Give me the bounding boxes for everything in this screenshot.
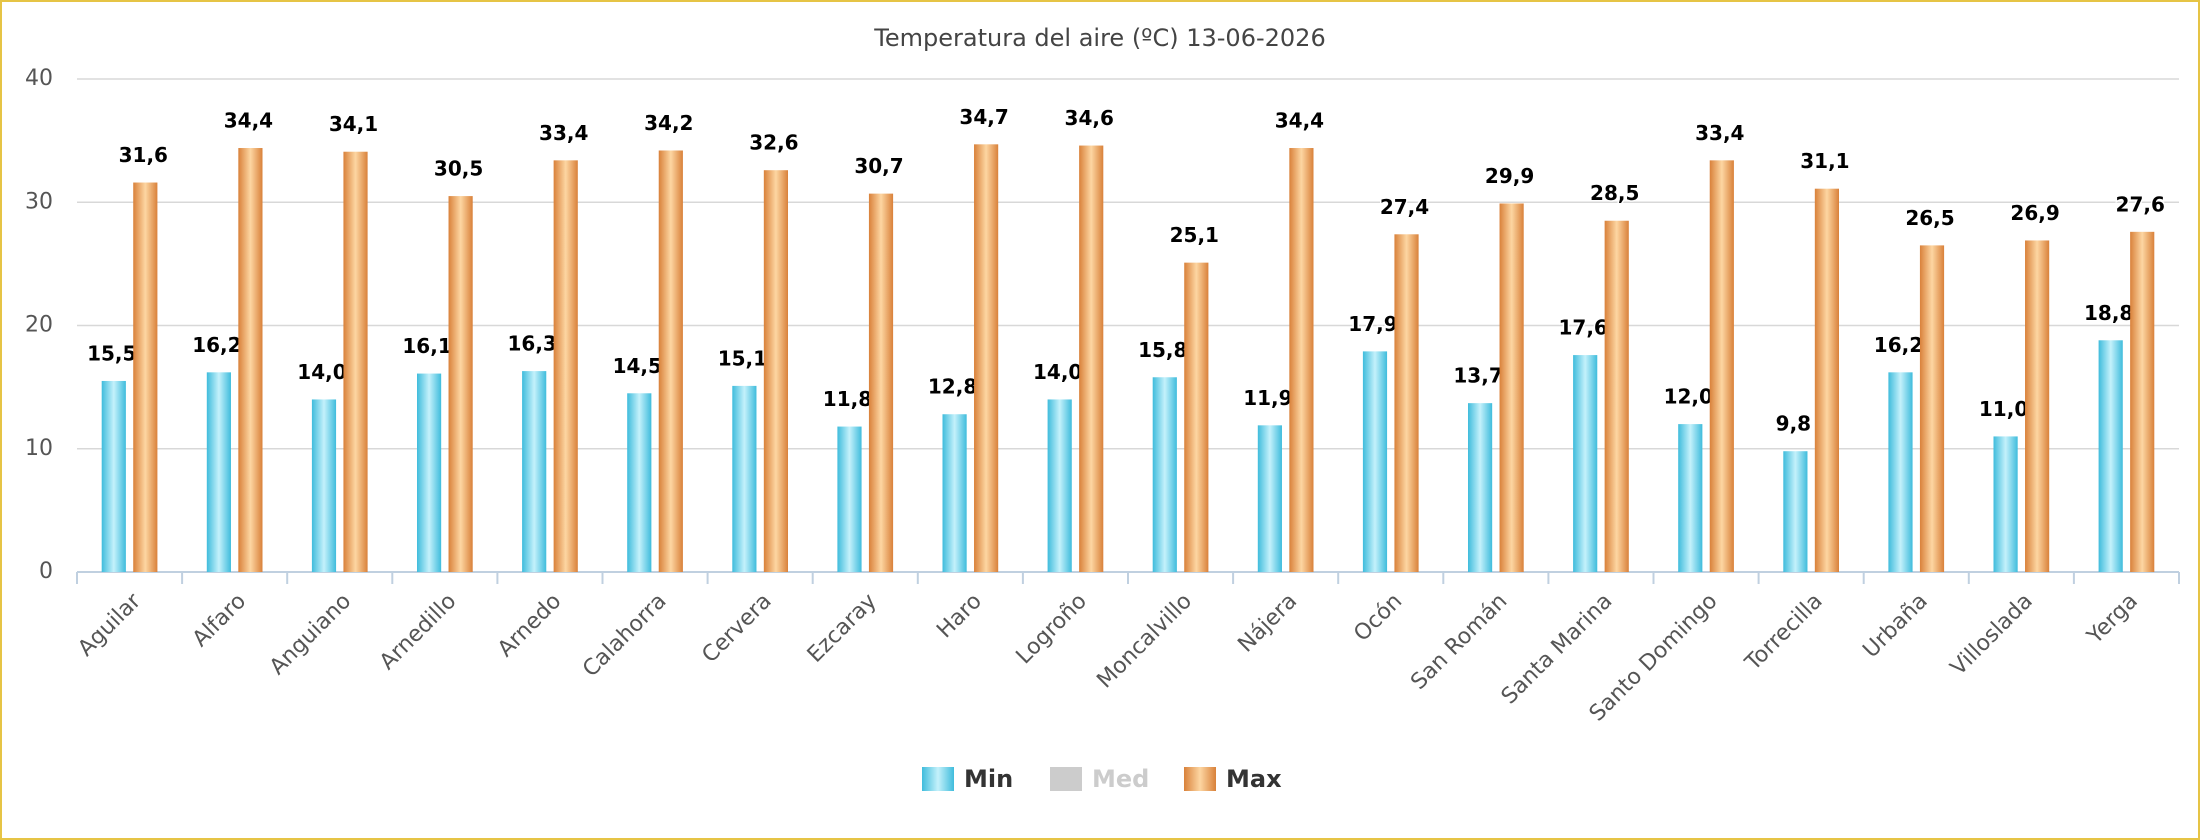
bar xyxy=(553,160,578,572)
bar xyxy=(416,373,442,572)
data-label: 15,1 xyxy=(718,346,767,370)
data-label: 26,9 xyxy=(2010,201,2059,225)
data-label: 31,6 xyxy=(119,143,168,167)
bar xyxy=(1184,262,1209,572)
data-label: 18,8 xyxy=(2084,301,2133,325)
data-label: 9,8 xyxy=(1776,412,1811,436)
data-label: 27,6 xyxy=(2116,192,2165,216)
legend: Min Med Max xyxy=(922,765,1282,793)
bar xyxy=(2130,231,2155,572)
bar xyxy=(1499,203,1524,573)
legend-swatch xyxy=(1050,767,1082,791)
bar xyxy=(1888,372,1913,572)
y-tick-label: 20 xyxy=(25,313,53,338)
data-label: 34,6 xyxy=(1065,106,1114,130)
y-tick-label: 30 xyxy=(25,189,53,214)
data-label: 34,1 xyxy=(329,112,378,136)
bar xyxy=(522,371,547,572)
data-label: 11,0 xyxy=(1979,397,2028,421)
data-label: 14,0 xyxy=(297,360,346,384)
legend-swatch xyxy=(922,767,954,791)
bar xyxy=(732,385,757,572)
bar xyxy=(206,372,231,572)
data-label: 26,5 xyxy=(1905,206,1954,230)
legend-label: Min xyxy=(964,765,1013,793)
bar xyxy=(1573,355,1598,572)
data-label: 13,7 xyxy=(1453,364,1502,388)
data-label: 15,8 xyxy=(1138,338,1187,362)
data-label: 11,9 xyxy=(1243,386,1292,410)
bar xyxy=(1362,351,1388,572)
bar xyxy=(974,144,999,572)
data-label: 31,1 xyxy=(1800,149,1849,173)
bar xyxy=(448,196,473,572)
bar xyxy=(238,148,263,572)
bar xyxy=(1047,399,1072,572)
bar xyxy=(1079,145,1104,572)
data-label: 34,7 xyxy=(959,105,1008,129)
bar xyxy=(1919,245,1945,572)
data-label: 14,5 xyxy=(613,354,662,378)
bar xyxy=(133,182,158,572)
data-label: 33,4 xyxy=(539,121,588,145)
data-label: 17,6 xyxy=(1559,316,1608,340)
bar xyxy=(343,151,368,572)
y-tick-label: 40 xyxy=(25,66,53,91)
bar xyxy=(658,150,683,573)
chart-title: Temperatura del aire (ºC) 13-06-2026 xyxy=(873,24,1325,52)
bar xyxy=(2025,240,2050,572)
bar xyxy=(101,380,126,572)
legend-label: Med xyxy=(1092,765,1149,793)
bar xyxy=(1467,403,1493,572)
bar xyxy=(311,399,337,572)
data-label: 27,4 xyxy=(1380,195,1429,219)
bar xyxy=(1993,436,2018,572)
data-label: 34,4 xyxy=(1275,109,1324,133)
bar xyxy=(1604,220,1629,573)
data-label: 17,9 xyxy=(1348,312,1397,336)
data-label: 11,8 xyxy=(823,387,872,411)
data-label: 30,5 xyxy=(434,157,483,181)
data-label: 29,9 xyxy=(1485,164,1534,188)
data-label: 33,4 xyxy=(1695,121,1744,145)
y-tick-label: 0 xyxy=(39,559,53,584)
data-label: 12,0 xyxy=(1664,385,1713,409)
data-label: 25,1 xyxy=(1170,223,1219,247)
data-label: 16,2 xyxy=(192,333,241,357)
data-label: 28,5 xyxy=(1590,181,1639,205)
data-label: 34,4 xyxy=(224,109,273,133)
data-label: 30,7 xyxy=(854,154,903,178)
data-label: 34,2 xyxy=(644,111,693,135)
bar xyxy=(763,170,789,572)
bar xyxy=(2098,340,2123,572)
bar xyxy=(837,426,862,572)
bar xyxy=(868,193,894,572)
bar xyxy=(1257,425,1282,572)
data-label: 16,2 xyxy=(1874,333,1923,357)
bar xyxy=(1152,377,1177,572)
data-label: 12,8 xyxy=(928,375,977,399)
bar xyxy=(1709,160,1734,572)
data-label: 14,0 xyxy=(1033,360,1082,384)
bar xyxy=(1678,424,1703,572)
data-label: 15,5 xyxy=(87,341,136,365)
bar xyxy=(942,414,967,572)
data-label: 16,3 xyxy=(508,332,557,356)
bar xyxy=(1783,451,1808,572)
legend-label: Max xyxy=(1226,765,1282,793)
bar xyxy=(1814,188,1840,572)
bar xyxy=(1289,148,1314,572)
bar xyxy=(627,393,652,572)
legend-swatch xyxy=(1184,767,1216,791)
data-label: 32,6 xyxy=(749,131,798,155)
data-label: 16,1 xyxy=(402,334,451,358)
y-tick-label: 10 xyxy=(25,436,53,461)
bar xyxy=(1394,234,1419,573)
